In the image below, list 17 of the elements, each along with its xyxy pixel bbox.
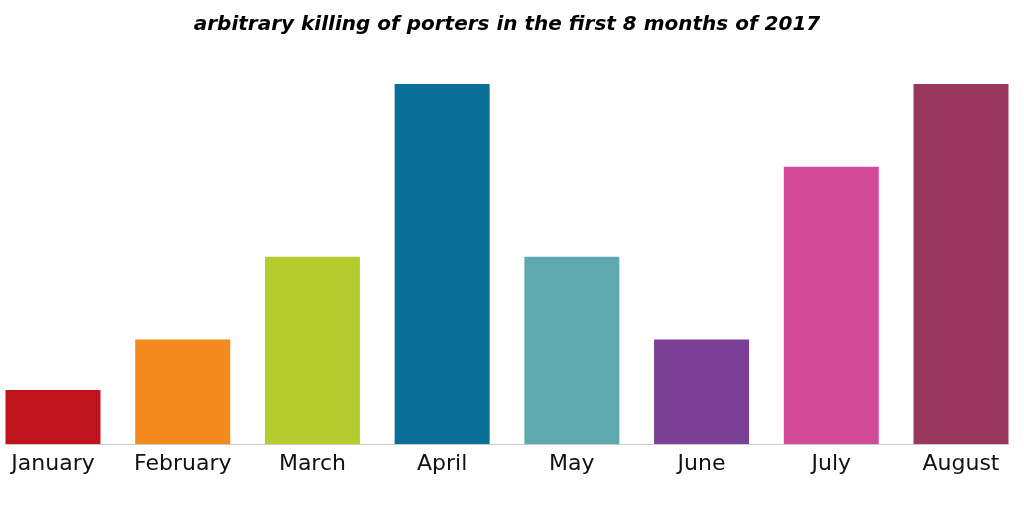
x-tick-label: April: [416, 449, 468, 475]
x-tick-label: March: [278, 449, 346, 475]
x-tick-label: February: [133, 449, 232, 475]
x-tick-label: June: [675, 449, 726, 475]
bar: [264, 256, 360, 444]
x-tick-label: May: [549, 449, 595, 475]
bar: [913, 84, 1009, 444]
bar: [524, 256, 620, 444]
bar: [135, 339, 231, 444]
x-tick-label: July: [809, 449, 852, 475]
bar: [5, 390, 101, 444]
bar: [654, 339, 750, 444]
bar: [394, 84, 490, 444]
x-tick-label: January: [9, 449, 95, 475]
chart-title: arbitrary killing of porters in the first 8 months of 2017: [193, 11, 821, 35]
bar: [783, 166, 879, 444]
x-tick-label: August: [922, 449, 1000, 475]
